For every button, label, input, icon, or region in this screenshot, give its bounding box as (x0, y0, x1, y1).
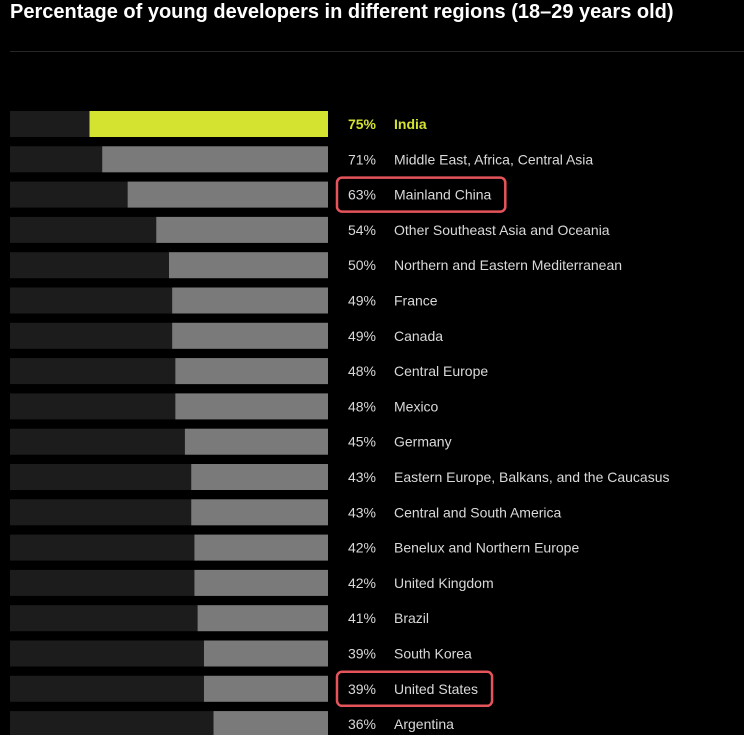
category-label-south-korea: South Korea (394, 646, 472, 662)
value-label-central-and-south-america: 43% (348, 504, 376, 520)
value-label-mainland-china: 63% (348, 187, 376, 203)
category-label-eastern-europe-balkans-and-the-caucasus: Eastern Europe, Balkans, and the Caucasu… (394, 469, 670, 485)
chart-title: Percentage of young developers in differ… (10, 1, 674, 23)
category-label-argentina: Argentina (394, 716, 454, 732)
value-label-northern-and-eastern-mediterranean: 50% (348, 257, 376, 273)
bar-united-states (203, 675, 328, 702)
bar-central-and-south-america (191, 499, 328, 526)
value-label-middle-east-africa-central-asia: 71% (348, 151, 376, 167)
value-label-india: 75% (348, 116, 377, 132)
category-label-central-europe: Central Europe (394, 363, 488, 379)
bar-benelux-and-northern-europe (194, 534, 328, 561)
bar-other-southeast-asia-and-oceania (156, 216, 328, 243)
category-label-united-states: United States (394, 681, 478, 697)
value-label-canada: 49% (348, 328, 376, 344)
bar-india (89, 111, 328, 137)
bar-south-korea (203, 640, 328, 667)
value-label-united-kingdom: 42% (348, 575, 376, 591)
bar-canada (172, 322, 328, 349)
bar-central-europe (175, 358, 328, 385)
bar-argentina (213, 711, 328, 735)
value-label-benelux-and-northern-europe: 42% (348, 540, 376, 556)
bar-france (172, 287, 328, 314)
value-label-south-korea: 39% (348, 646, 376, 662)
category-label-mainland-china: Mainland China (394, 187, 491, 203)
bar-brazil (197, 605, 328, 632)
value-label-france: 49% (348, 293, 376, 309)
category-label-central-and-south-america: Central and South America (394, 504, 562, 520)
value-label-mexico: 48% (348, 398, 376, 414)
category-label-benelux-and-northern-europe: Benelux and Northern Europe (394, 540, 579, 556)
bar-middle-east-africa-central-asia (102, 146, 328, 173)
category-label-middle-east-africa-central-asia: Middle East, Africa, Central Asia (394, 151, 593, 167)
title-divider (10, 51, 744, 52)
category-label-india: India (394, 116, 427, 132)
category-label-northern-and-eastern-mediterranean: Northern and Eastern Mediterranean (394, 257, 622, 273)
bar-mexico (175, 393, 328, 420)
bar-eastern-europe-balkans-and-the-caucasus (191, 464, 328, 490)
category-label-united-kingdom: United Kingdom (394, 575, 494, 591)
category-label-canada: Canada (394, 328, 443, 344)
bar-northern-and-eastern-mediterranean (169, 252, 328, 279)
value-label-germany: 45% (348, 434, 376, 450)
category-label-brazil: Brazil (394, 610, 429, 626)
bar-united-kingdom (194, 569, 328, 596)
value-label-argentina: 36% (348, 716, 376, 732)
annotation-box-united-states (335, 670, 494, 708)
value-label-eastern-europe-balkans-and-the-caucasus: 43% (348, 469, 376, 485)
category-label-france: France (394, 293, 438, 309)
value-label-brazil: 41% (348, 610, 376, 626)
category-label-mexico: Mexico (394, 398, 439, 414)
value-label-central-europe: 48% (348, 363, 376, 379)
category-label-germany: Germany (394, 434, 452, 450)
annotation-box-mainland-china (335, 176, 507, 213)
bar-mainland-china (127, 181, 328, 208)
value-label-united-states: 39% (348, 681, 376, 697)
category-label-other-southeast-asia-and-oceania: Other Southeast Asia and Oceania (394, 222, 610, 238)
bar-germany (184, 428, 328, 455)
value-label-other-southeast-asia-and-oceania: 54% (348, 222, 376, 238)
